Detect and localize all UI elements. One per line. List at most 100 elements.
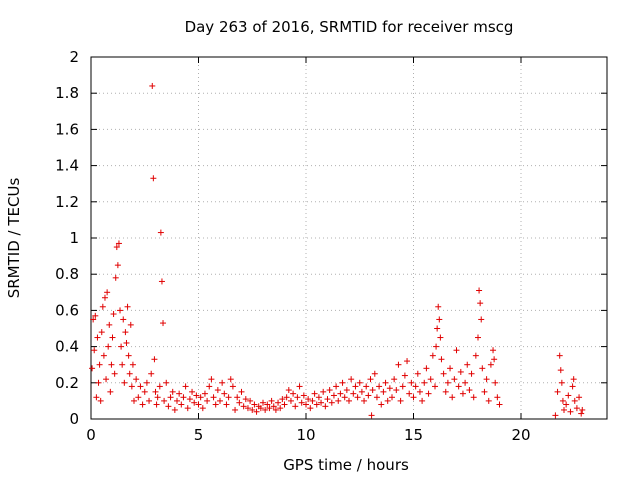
y-tick-label: 1.8: [55, 84, 79, 102]
data-point: [122, 329, 129, 336]
data-point: [217, 397, 223, 404]
data-point: [272, 406, 279, 413]
data-point: [94, 334, 101, 341]
data-point: [462, 379, 469, 386]
data-point: [109, 334, 116, 341]
data-point: [92, 312, 99, 319]
data-point: [346, 397, 352, 404]
data-point: [128, 383, 135, 390]
data-point: [95, 379, 102, 386]
data-point: [363, 383, 370, 390]
data-point: [337, 390, 344, 397]
x-tick-label: 15: [404, 426, 423, 444]
data-point: [91, 347, 98, 354]
x-tick-label: 5: [194, 426, 204, 444]
data-point: [328, 399, 335, 406]
data-point: [294, 394, 301, 401]
y-tick-label: 1: [69, 229, 79, 247]
data-point: [307, 405, 314, 412]
data-point: [153, 401, 160, 408]
data-point: [264, 401, 271, 408]
data-point: [335, 397, 342, 404]
data-point: [361, 397, 368, 404]
data-point: [257, 405, 264, 412]
data-point: [236, 399, 243, 406]
grid: [91, 57, 607, 419]
data-point: [476, 287, 483, 294]
data-point: [118, 343, 125, 350]
data-point: [311, 390, 318, 397]
data-point: [141, 388, 148, 395]
data-point: [416, 388, 423, 395]
data-point: [427, 376, 434, 383]
y-tick-label: 1.4: [55, 157, 79, 175]
data-point: [285, 387, 292, 394]
y-tick-label: 1.6: [55, 120, 79, 138]
data-point: [154, 394, 161, 401]
data-point: [315, 394, 322, 401]
data-point: [576, 394, 583, 401]
y-axis-label: SRMTID / TECUs: [5, 178, 23, 299]
data-point: [491, 356, 498, 363]
data-point: [232, 406, 239, 413]
data-point: [105, 343, 112, 350]
data-point: [395, 361, 402, 368]
data-point: [492, 379, 499, 386]
data-point: [339, 379, 346, 386]
data-point: [563, 401, 570, 408]
data-point: [320, 388, 327, 395]
tick-labels: 0 5 10 15 20 0 0.2 0.4 0.6 0.8 1 1.2 1.4 1.6 1.8 2: [55, 48, 530, 444]
data-point: [481, 388, 488, 395]
data-point: [169, 388, 176, 395]
data-point: [249, 406, 256, 413]
y-tick-label: 0.2: [55, 374, 79, 392]
data-point: [300, 392, 307, 399]
data-point: [242, 396, 249, 403]
data-point: [97, 397, 104, 404]
data-point: [107, 388, 114, 395]
data-point: [490, 347, 497, 354]
data-point: [455, 383, 462, 390]
data-point: [436, 316, 443, 323]
data-point: [176, 390, 183, 397]
data-point: [447, 365, 454, 372]
data-point: [559, 397, 566, 404]
data-point: [119, 361, 126, 368]
data-point: [453, 347, 460, 354]
data-point: [449, 394, 456, 401]
y-tick-label: 0: [69, 410, 79, 428]
data-point: [573, 405, 580, 412]
data-point: [139, 401, 146, 408]
data-point: [281, 401, 288, 408]
data-point: [389, 394, 395, 401]
data-point: [494, 394, 501, 401]
data-point: [565, 392, 572, 399]
data-point: [178, 401, 185, 408]
data-point: [477, 300, 484, 307]
data-point: [268, 397, 275, 404]
data-point: [227, 376, 234, 383]
data-point: [475, 334, 481, 341]
data-point: [199, 405, 206, 412]
data-point: [457, 368, 464, 375]
data-point: [483, 376, 490, 383]
data-point: [161, 397, 168, 404]
data-point: [478, 316, 485, 323]
data-point: [184, 405, 191, 412]
data-point: [270, 403, 277, 410]
data-point: [90, 316, 97, 323]
y-tick-label: 2: [69, 48, 79, 66]
data-point: [425, 390, 432, 397]
data-point: [378, 401, 385, 408]
data-point: [552, 412, 559, 419]
data-point: [89, 365, 96, 372]
data-point: [290, 390, 297, 397]
data-point: [423, 365, 430, 372]
data-point: [124, 303, 131, 310]
data-point: [150, 175, 157, 182]
data-point: [143, 379, 150, 386]
y-tick-label: 0.8: [55, 265, 79, 283]
chart-title: Day 263 of 2016, SRMTID for receiver msc…: [185, 18, 514, 36]
data-point: [137, 383, 144, 390]
data-point: [434, 325, 441, 332]
